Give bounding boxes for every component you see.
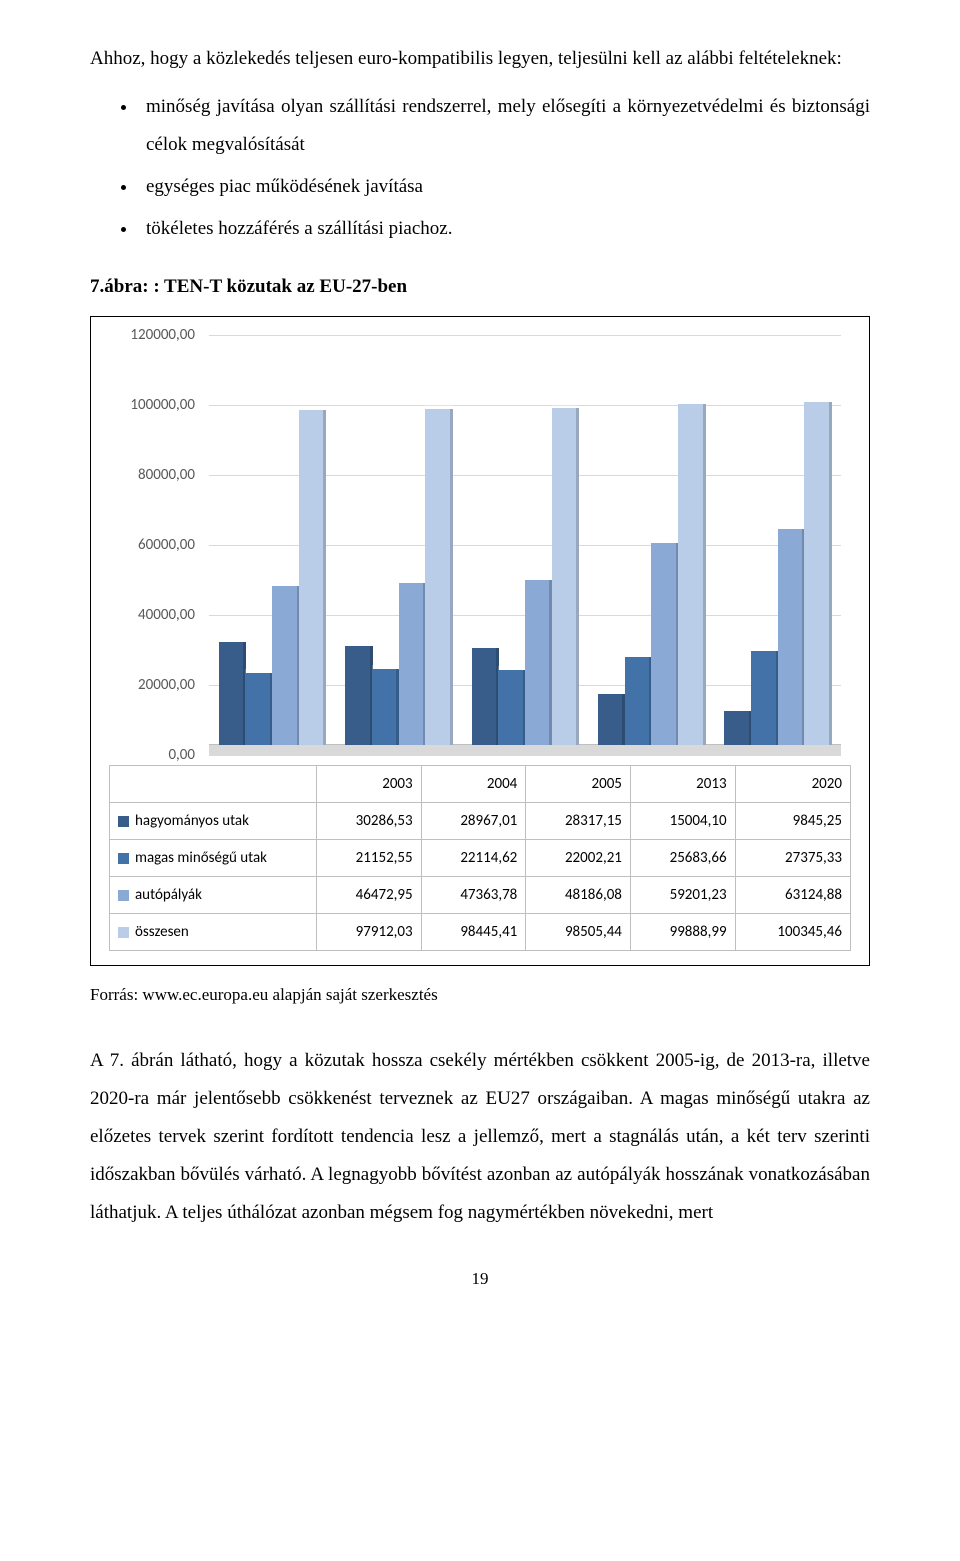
bar xyxy=(678,404,705,745)
bar-group xyxy=(722,335,833,745)
legend-swatch xyxy=(118,816,129,827)
table-row: magas minőségű utak 21152,5522114,6222002… xyxy=(110,840,851,877)
bar xyxy=(625,657,652,745)
table-cell: 47363,78 xyxy=(421,877,526,914)
bar xyxy=(804,402,831,745)
bar xyxy=(651,543,678,745)
figure-caption: 7.ábra: : TEN-T közutak az EU-27-ben xyxy=(90,268,870,306)
body-paragraph: A 7. ábrán látható, hogy a közutak hossz… xyxy=(90,1042,870,1232)
bullet-list: minőség javítása olyan szállítási rendsz… xyxy=(90,88,870,248)
bar xyxy=(245,673,272,745)
bar xyxy=(299,410,326,745)
y-tick-label: 40000,00 xyxy=(138,600,195,630)
table-cell: 22002,21 xyxy=(526,840,631,877)
bar xyxy=(778,529,805,745)
bar-group xyxy=(596,335,707,745)
chart-plot-area: 0,0020000,0040000,0060000,0080000,001000… xyxy=(109,335,851,755)
series-name: hagyományos utak xyxy=(135,806,249,836)
table-col-header: 2013 xyxy=(630,766,735,803)
bar-group xyxy=(217,335,328,745)
legend-swatch xyxy=(118,853,129,864)
bar-group xyxy=(469,335,580,745)
table-cell: 28317,15 xyxy=(526,803,631,840)
table-cell: 27375,33 xyxy=(735,840,850,877)
table-cell: 99888,99 xyxy=(630,914,735,951)
y-tick-label: 20000,00 xyxy=(138,670,195,700)
series-legend-cell: autópályák xyxy=(110,877,317,914)
table-col-header: 2003 xyxy=(317,766,422,803)
chart-floor xyxy=(209,744,841,755)
table-cell: 28967,01 xyxy=(421,803,526,840)
plot xyxy=(209,335,841,755)
bar xyxy=(724,711,751,745)
chart-data-table: 2003 2004 2005 2013 2020 hagyományos uta… xyxy=(109,765,851,951)
series-legend-cell: magas minőségű utak xyxy=(110,840,317,877)
bar-group xyxy=(343,335,454,745)
table-cell: 46472,95 xyxy=(317,877,422,914)
y-tick-label: 0,00 xyxy=(168,740,195,770)
table-col-header: 2004 xyxy=(421,766,526,803)
table-cell: 9845,25 xyxy=(735,803,850,840)
legend-swatch xyxy=(118,927,129,938)
y-tick-label: 120000,00 xyxy=(130,320,195,350)
table-row: autópályák 46472,9547363,7848186,0859201,… xyxy=(110,877,851,914)
page-number: 19 xyxy=(90,1262,870,1296)
bar xyxy=(552,408,579,745)
bullet-item: tökéletes hozzáférés a szállítási piacho… xyxy=(138,210,870,248)
series-name: magas minőségű utak xyxy=(135,843,267,873)
y-tick-label: 60000,00 xyxy=(138,530,195,560)
table-cell: 98445,41 xyxy=(421,914,526,951)
table-header-row: 2003 2004 2005 2013 2020 xyxy=(110,766,851,803)
bar xyxy=(372,669,399,745)
table-col-header: 2020 xyxy=(735,766,850,803)
bar xyxy=(345,646,372,745)
bar xyxy=(219,642,246,745)
bar xyxy=(598,694,625,745)
bar xyxy=(399,583,426,745)
table-cell: 15004,10 xyxy=(630,803,735,840)
table-row: összesen 97912,0398445,4198505,4499888,99… xyxy=(110,914,851,951)
table-cell: 63124,88 xyxy=(735,877,850,914)
series-name: összesen xyxy=(135,917,189,947)
page: Ahhoz, hogy a közlekedés teljesen euro-k… xyxy=(0,0,960,1336)
table-cell: 21152,55 xyxy=(317,840,422,877)
chart-container: 0,00 20000,00 40000,00 60000,00 80000,00 1000… xyxy=(90,316,870,966)
y-tick-label: 80000,00 xyxy=(138,460,195,490)
bar xyxy=(272,586,299,745)
series-legend-cell: hagyományos utak xyxy=(110,803,317,840)
legend-swatch xyxy=(118,890,129,901)
table-col-header: 2005 xyxy=(526,766,631,803)
table-cell: 22114,62 xyxy=(421,840,526,877)
series-legend-cell: összesen xyxy=(110,914,317,951)
table-cell: 48186,08 xyxy=(526,877,631,914)
table-cell: 100345,46 xyxy=(735,914,850,951)
bar xyxy=(472,648,499,745)
table-header-blank xyxy=(110,766,317,803)
table-cell: 97912,03 xyxy=(317,914,422,951)
series-name: autópályák xyxy=(135,880,202,910)
source-line: Forrás: www.ec.europa.eu alapján saját s… xyxy=(90,978,870,1012)
table-cell: 30286,53 xyxy=(317,803,422,840)
intro-paragraph: Ahhoz, hogy a közlekedés teljesen euro-k… xyxy=(90,40,870,78)
bar xyxy=(498,670,525,745)
grid-line xyxy=(209,755,841,756)
bar xyxy=(751,651,778,745)
bullet-item: egységes piac működésének javítása xyxy=(138,168,870,206)
bullet-item: minőség javítása olyan szállítási rendsz… xyxy=(138,88,870,164)
table-cell: 98505,44 xyxy=(526,914,631,951)
table-row: hagyományos utak 30286,5328967,0128317,15… xyxy=(110,803,851,840)
bar xyxy=(425,409,452,745)
table-cell: 59201,23 xyxy=(630,877,735,914)
bar xyxy=(525,580,552,745)
y-axis: 0,0020000,0040000,0060000,0080000,001000… xyxy=(109,335,201,755)
y-tick-label: 100000,00 xyxy=(130,390,195,420)
table-cell: 25683,66 xyxy=(630,840,735,877)
